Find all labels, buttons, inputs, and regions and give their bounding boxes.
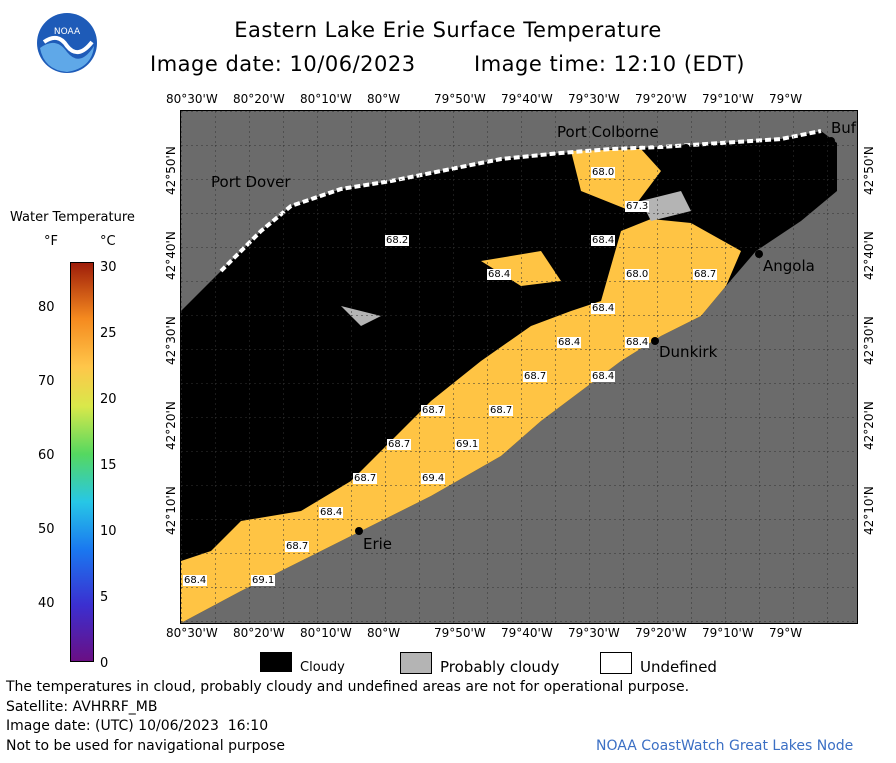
top-tick-label: 80°30'W xyxy=(166,92,218,106)
top-tick-label: 79°20'W xyxy=(635,92,687,106)
temp-label: 69.4 xyxy=(421,473,446,484)
temp-label: 68.7 xyxy=(285,541,310,552)
left-tick-label: 42°50'N xyxy=(164,146,178,195)
page-title: Eastern Lake Erie Surface Temperature xyxy=(234,18,662,42)
colorbar-c-tick: 15 xyxy=(100,458,117,473)
legend-probably-cloudy-swatch xyxy=(400,652,432,674)
bottom-tick-label: 79°50'W xyxy=(434,626,486,640)
city-erie: Erie xyxy=(363,535,393,553)
graticule xyxy=(181,111,857,623)
bottom-tick-label: 79°20'W xyxy=(635,626,687,640)
bottom-tick-label: 79°40'W xyxy=(501,626,553,640)
temp-label: 68.7 xyxy=(387,439,412,450)
right-tick-label: 42°40'N xyxy=(862,231,876,280)
bottom-tick-label: 80°10'W xyxy=(300,626,352,640)
temp-label: 68.4 xyxy=(319,507,344,518)
temp-label: 68.4 xyxy=(625,337,650,348)
top-tick-label: 80°W xyxy=(367,92,401,106)
colorbar-f-tick: 40 xyxy=(38,596,55,611)
city-port-dover: Port Dover xyxy=(211,173,291,191)
colorbar-f-tick: 50 xyxy=(38,522,55,537)
city-port-colborne: Port Colborne xyxy=(557,123,659,141)
bottom-tick-label: 79°10'W xyxy=(702,626,754,640)
footer-credit: NOAA CoastWatch Great Lakes Node xyxy=(596,738,854,754)
top-tick-label: 80°10'W xyxy=(300,92,352,106)
bottom-tick-label: 79°30'W xyxy=(568,626,620,640)
colorbar-title: Water Temperature xyxy=(10,210,135,225)
colorbar-f-tick: 60 xyxy=(38,448,55,463)
legend-undefined-label: Undefined xyxy=(640,658,717,676)
temp-label: 68.4 xyxy=(557,337,582,348)
footer-note: The temperatures in cloud, probably clou… xyxy=(6,679,690,695)
colorbar-f-tick: 80 xyxy=(38,300,55,315)
colorbar xyxy=(70,262,94,662)
temp-label: 69.1 xyxy=(455,439,480,450)
temp-label: 69.1 xyxy=(251,575,276,586)
footer-satellite: Satellite: AVHRRF_MB xyxy=(6,699,158,715)
temp-label: 68.7 xyxy=(693,269,718,280)
noaa-logo: NOAA xyxy=(36,12,98,74)
colorbar-c-tick: 20 xyxy=(100,392,117,407)
map-panel: Port Colborne Port Dover Angola Dunkirk … xyxy=(180,110,858,624)
temp-label: 68.0 xyxy=(591,167,616,178)
right-tick-label: 42°20'N xyxy=(862,401,876,450)
left-tick-label: 42°10'N xyxy=(164,486,178,535)
city-dot-dunkirk xyxy=(651,337,659,345)
unit-c: °C xyxy=(100,234,116,249)
bottom-tick-label: 79°W xyxy=(769,626,803,640)
city-dunkirk: Dunkirk xyxy=(659,343,718,361)
temp-label: 68.4 xyxy=(591,371,616,382)
legend-probably-cloudy-label: Probably cloudy xyxy=(440,658,560,676)
left-tick-label: 42°20'N xyxy=(164,401,178,450)
city-dot-buffalo xyxy=(827,137,835,145)
bottom-tick-label: 80°W xyxy=(367,626,401,640)
temp-label: 68.7 xyxy=(523,371,548,382)
temp-label: 68.4 xyxy=(591,235,616,246)
logo-text: NOAA xyxy=(54,27,81,37)
right-tick-label: 42°50'N xyxy=(862,146,876,195)
bottom-tick-label: 80°30'W xyxy=(166,626,218,640)
top-tick-label: 79°10'W xyxy=(702,92,754,106)
city-dot-angola xyxy=(755,250,763,258)
colorbar-c-tick: 5 xyxy=(100,590,109,605)
temp-label: 68.4 xyxy=(487,269,512,280)
top-tick-label: 79°40'W xyxy=(501,92,553,106)
temp-label: 68.7 xyxy=(421,405,446,416)
city-angola: Angola xyxy=(763,257,815,275)
image-date: Image date: 10/06/2023 xyxy=(150,52,416,76)
temp-label: 68.7 xyxy=(353,473,378,484)
legend-cloudy-swatch xyxy=(260,652,292,672)
temp-label: 68.7 xyxy=(489,405,514,416)
city-dot-port-colborne xyxy=(682,144,690,152)
legend-undefined-swatch xyxy=(600,652,632,674)
footer-navigation: Not to be used for navigational purpose xyxy=(6,738,285,754)
right-tick-label: 42°10'N xyxy=(862,486,876,535)
top-tick-label: 79°50'W xyxy=(434,92,486,106)
image-time: Image time: 12:10 (EDT) xyxy=(474,52,745,76)
left-tick-label: 42°40'N xyxy=(164,231,178,280)
right-tick-label: 42°30'N xyxy=(862,316,876,365)
unit-f: °F xyxy=(44,234,58,249)
map-svg xyxy=(181,111,857,623)
colorbar-c-tick: 25 xyxy=(100,326,117,341)
left-tick-label: 42°30'N xyxy=(164,316,178,365)
colorbar-f-tick: 70 xyxy=(38,374,55,389)
temp-label: 68.4 xyxy=(591,303,616,314)
top-tick-label: 79°30'W xyxy=(568,92,620,106)
temp-label: 67.3 xyxy=(625,201,650,212)
colorbar-c-tick: 30 xyxy=(100,260,117,275)
temp-label: 68.0 xyxy=(625,269,650,280)
footer-image-date: Image date: (UTC) 10/06/2023 16:10 xyxy=(6,718,269,734)
colorbar-c-tick: 0 xyxy=(100,656,109,671)
city-buffalo: Buf xyxy=(831,119,857,137)
temp-label: 68.4 xyxy=(183,575,208,586)
city-dot-erie xyxy=(355,527,363,535)
top-tick-label: 79°W xyxy=(769,92,803,106)
temp-label: 68.2 xyxy=(385,235,410,246)
colorbar-c-tick: 10 xyxy=(100,524,117,539)
top-tick-label: 80°20'W xyxy=(233,92,285,106)
bottom-tick-label: 80°20'W xyxy=(233,626,285,640)
legend-cloudy-label: Cloudy xyxy=(300,660,345,675)
